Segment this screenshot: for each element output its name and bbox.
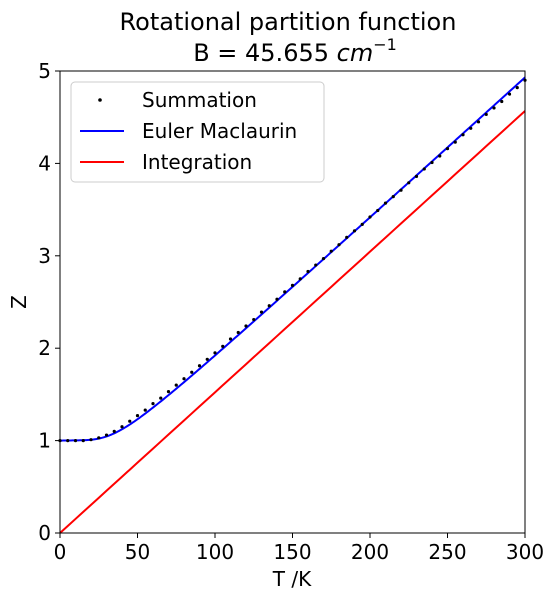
summation-point xyxy=(507,92,512,96)
summation-point xyxy=(135,414,140,418)
chart-subtitle: B = 45.655 cm−1 xyxy=(193,35,397,67)
x-tick-label: 50 xyxy=(125,540,150,564)
x-tick-label: 300 xyxy=(506,540,544,564)
x-tick-label: 100 xyxy=(196,540,234,564)
summation-point xyxy=(283,290,287,294)
x-tick-label: 150 xyxy=(273,540,311,564)
summation-point xyxy=(290,283,295,287)
y-tick-label: 2 xyxy=(38,336,51,360)
summation-point xyxy=(221,344,225,348)
summation-point xyxy=(174,383,178,387)
summation-point xyxy=(453,140,457,144)
summation-point xyxy=(143,408,147,412)
summation-point xyxy=(120,425,124,429)
subtitle-exponent: −1 xyxy=(373,35,397,54)
plot-area xyxy=(58,76,527,534)
subtitle-unit: cm xyxy=(337,39,374,67)
summation-point xyxy=(391,195,395,199)
summation-point xyxy=(166,390,171,394)
legend-box xyxy=(70,81,325,183)
summation-point xyxy=(500,99,504,104)
summation-point xyxy=(89,438,93,442)
summation-point xyxy=(321,256,326,261)
legend-marker-summation xyxy=(98,98,102,102)
summation-point xyxy=(383,201,388,205)
summation-point xyxy=(445,147,450,151)
legend-label-summation: Summation xyxy=(142,88,257,112)
summation-point xyxy=(236,330,240,335)
y-tick-label: 1 xyxy=(38,429,51,453)
summation-point xyxy=(461,133,465,137)
summation-point xyxy=(345,235,349,239)
summation-point xyxy=(159,396,163,400)
x-tick-label: 250 xyxy=(428,540,466,564)
summation-point xyxy=(182,377,186,381)
summation-point xyxy=(205,357,209,361)
summation-point xyxy=(352,229,357,233)
legend: Summation Euler Maclaurin Integration xyxy=(70,81,325,183)
subtitle-prefix: B = 45.655 xyxy=(193,39,336,67)
x-axis-ticks: 0 50 100 150 200 250 300 xyxy=(54,533,544,564)
summation-point xyxy=(314,263,318,267)
summation-point xyxy=(476,120,481,124)
summation-point xyxy=(190,370,194,374)
legend-label-euler-maclaurin: Euler Maclaurin xyxy=(142,119,297,143)
summation-point xyxy=(399,188,403,192)
summation-point xyxy=(298,277,302,281)
summation-point xyxy=(66,439,70,443)
summation-point xyxy=(337,243,341,247)
x-axis-label: T /K xyxy=(272,567,312,591)
summation-point xyxy=(469,126,473,130)
summation-point xyxy=(438,154,442,158)
summation-point xyxy=(407,181,411,185)
summation-point xyxy=(492,106,496,110)
summation-point xyxy=(112,429,116,433)
summation-point xyxy=(329,249,333,253)
summation-point xyxy=(97,436,101,440)
summation-point xyxy=(104,433,109,437)
summation-point xyxy=(259,310,264,314)
y-tick-label: 3 xyxy=(38,244,51,268)
summation-point xyxy=(484,112,488,117)
y-axis-ticks: 0 1 2 3 4 5 xyxy=(38,59,60,545)
summation-point xyxy=(81,439,85,443)
summation-point xyxy=(128,419,132,423)
summation-point xyxy=(430,160,434,165)
summation-point xyxy=(213,351,217,355)
summation-point xyxy=(414,174,419,178)
summation-point xyxy=(73,439,78,443)
y-axis-label: Z xyxy=(7,295,31,309)
summation-point xyxy=(368,215,372,219)
chart-title: Rotational partition function xyxy=(120,8,457,36)
summation-point xyxy=(228,337,233,341)
summation-point xyxy=(306,269,310,274)
summation-point xyxy=(422,167,426,171)
x-tick-label: 0 xyxy=(54,540,67,564)
summation-point xyxy=(360,222,364,226)
x-tick-label: 200 xyxy=(351,540,389,564)
series-line-integration xyxy=(59,110,526,534)
y-tick-label: 4 xyxy=(38,151,51,175)
summation-point xyxy=(376,208,380,213)
y-tick-label: 5 xyxy=(38,59,51,83)
summation-point xyxy=(515,86,519,90)
summation-point xyxy=(244,324,248,328)
summation-point xyxy=(151,402,155,406)
legend-label-integration: Integration xyxy=(142,150,252,174)
y-tick-label: 0 xyxy=(38,521,51,545)
summation-point xyxy=(275,297,279,301)
summation-point xyxy=(267,304,271,308)
summation-point xyxy=(252,317,256,322)
summation-point xyxy=(197,364,202,368)
